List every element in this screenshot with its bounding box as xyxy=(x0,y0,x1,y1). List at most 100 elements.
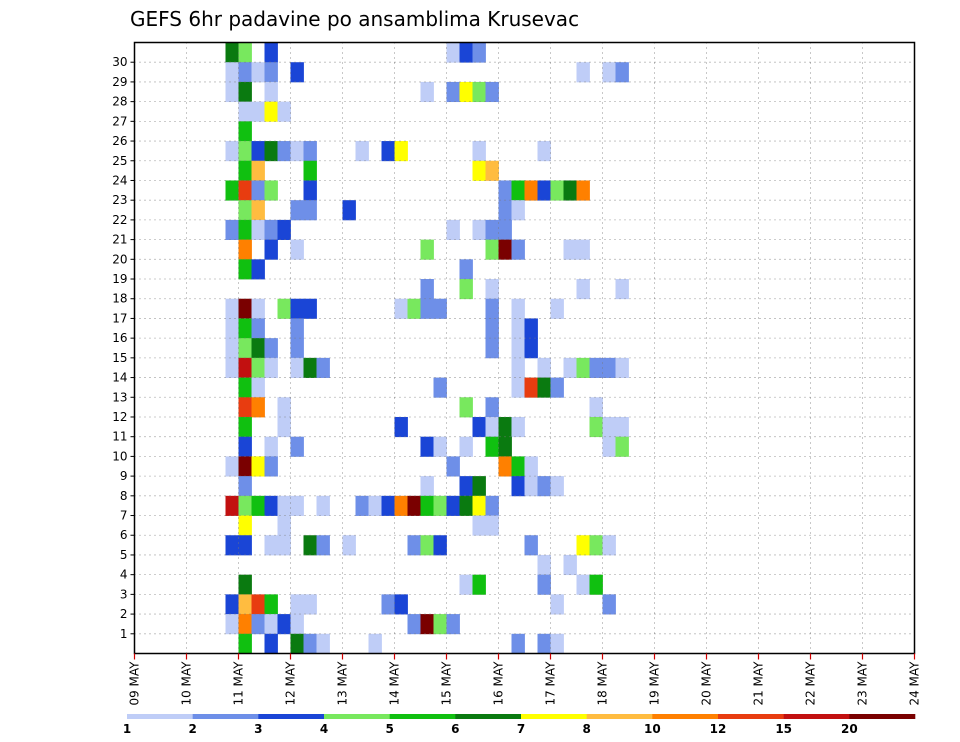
precip-cell xyxy=(485,515,499,536)
x-tick-label: 18 MAY xyxy=(596,661,610,706)
precip-cell xyxy=(225,357,239,378)
precip-cell xyxy=(576,62,590,83)
precip-cell xyxy=(238,495,252,516)
y-tick-label: 5 xyxy=(120,548,128,562)
precip-cell xyxy=(264,101,278,122)
y-tick-label: 9 xyxy=(120,469,128,483)
precip-cell xyxy=(277,535,291,556)
precip-cell xyxy=(225,141,239,162)
precip-cell xyxy=(511,476,525,497)
precip-cell xyxy=(472,515,486,536)
precip-cell xyxy=(524,377,538,398)
precip-cell xyxy=(238,259,252,280)
precip-cell xyxy=(225,81,239,103)
precip-cell xyxy=(225,495,239,516)
precip-cell xyxy=(459,42,473,63)
precip-cell xyxy=(485,397,499,418)
precip-cell xyxy=(511,633,525,654)
precip-cell xyxy=(511,456,525,477)
precip-cell xyxy=(589,397,603,418)
precip-cell xyxy=(290,200,304,221)
precip-cell xyxy=(563,180,577,201)
precip-cell xyxy=(589,416,603,438)
precip-cell xyxy=(238,141,252,162)
precip-cell xyxy=(238,633,252,654)
precip-cell xyxy=(537,180,551,201)
precip-cell xyxy=(264,594,278,615)
precip-cell xyxy=(238,357,252,378)
x-tick-label: 24 MAY xyxy=(908,661,922,706)
precip-cell xyxy=(485,495,499,516)
precip-cell xyxy=(238,298,252,319)
precip-cell xyxy=(238,416,252,438)
precip-cell xyxy=(238,180,252,201)
x-tick-label: 19 MAY xyxy=(648,661,662,706)
colorbar-label: 12 xyxy=(710,722,727,736)
precip-cell xyxy=(511,416,525,438)
precip-cell xyxy=(550,633,564,654)
precip-cell xyxy=(290,495,304,516)
precip-cell xyxy=(238,101,252,122)
precip-cell xyxy=(498,456,512,477)
precip-cell xyxy=(602,62,616,83)
precip-cell xyxy=(277,495,291,516)
precip-cell xyxy=(602,594,616,615)
precip-cell xyxy=(303,141,317,162)
precip-cell xyxy=(264,535,278,556)
precip-cell xyxy=(303,357,317,378)
precip-cell xyxy=(251,495,265,516)
precip-cell xyxy=(238,397,252,418)
precip-cell xyxy=(615,279,629,300)
y-tick-label: 16 xyxy=(112,331,127,345)
y-tick-label: 14 xyxy=(112,371,127,385)
precip-cell xyxy=(459,259,473,280)
precip-cell xyxy=(342,200,356,221)
precip-cell xyxy=(238,535,252,556)
precip-cell xyxy=(238,436,252,457)
precip-cell xyxy=(368,495,382,516)
precip-cell xyxy=(524,535,538,556)
precip-cell xyxy=(511,377,525,398)
precip-cell xyxy=(602,535,616,556)
precip-cell xyxy=(290,141,304,162)
precip-cell xyxy=(537,357,551,378)
precip-cell xyxy=(524,180,538,201)
precip-cell xyxy=(602,416,616,438)
precip-cell xyxy=(264,62,278,83)
precip-cell xyxy=(472,495,486,516)
precip-cell xyxy=(277,298,291,319)
colorbar-label: 3 xyxy=(254,722,262,736)
precip-cell xyxy=(459,436,473,457)
precip-cell xyxy=(238,456,252,477)
y-tick-label: 1 xyxy=(120,627,128,641)
x-tick-label: 12 MAY xyxy=(284,661,298,706)
precip-cell xyxy=(381,594,395,615)
precip-cell xyxy=(407,298,421,319)
precip-cell xyxy=(485,279,499,300)
precip-cell xyxy=(251,259,265,280)
precip-cell xyxy=(251,180,265,201)
precip-cell xyxy=(407,614,421,635)
precip-cell xyxy=(459,279,473,300)
precip-cell xyxy=(225,180,239,201)
precip-cell xyxy=(368,633,382,654)
precip-cell xyxy=(420,436,434,457)
y-tick-label: 8 xyxy=(120,489,128,503)
precip-cell xyxy=(498,436,512,457)
precip-cell xyxy=(277,219,291,240)
precip-cell xyxy=(277,614,291,635)
colorbar-label: 4 xyxy=(320,722,328,736)
precip-cell xyxy=(576,535,590,556)
precip-cell xyxy=(537,476,551,497)
colorbar-segment xyxy=(324,714,390,719)
colorbar-segment xyxy=(652,714,719,719)
x-tick-label: 21 MAY xyxy=(752,661,766,706)
colorbar-segment xyxy=(521,714,587,719)
grid-lines xyxy=(134,42,915,654)
y-tick-label: 22 xyxy=(112,213,127,227)
precip-cell xyxy=(498,239,512,260)
y-tick-label: 24 xyxy=(112,173,127,187)
precip-cell xyxy=(290,62,304,83)
precip-cell xyxy=(615,62,629,83)
precip-cell xyxy=(316,495,330,516)
